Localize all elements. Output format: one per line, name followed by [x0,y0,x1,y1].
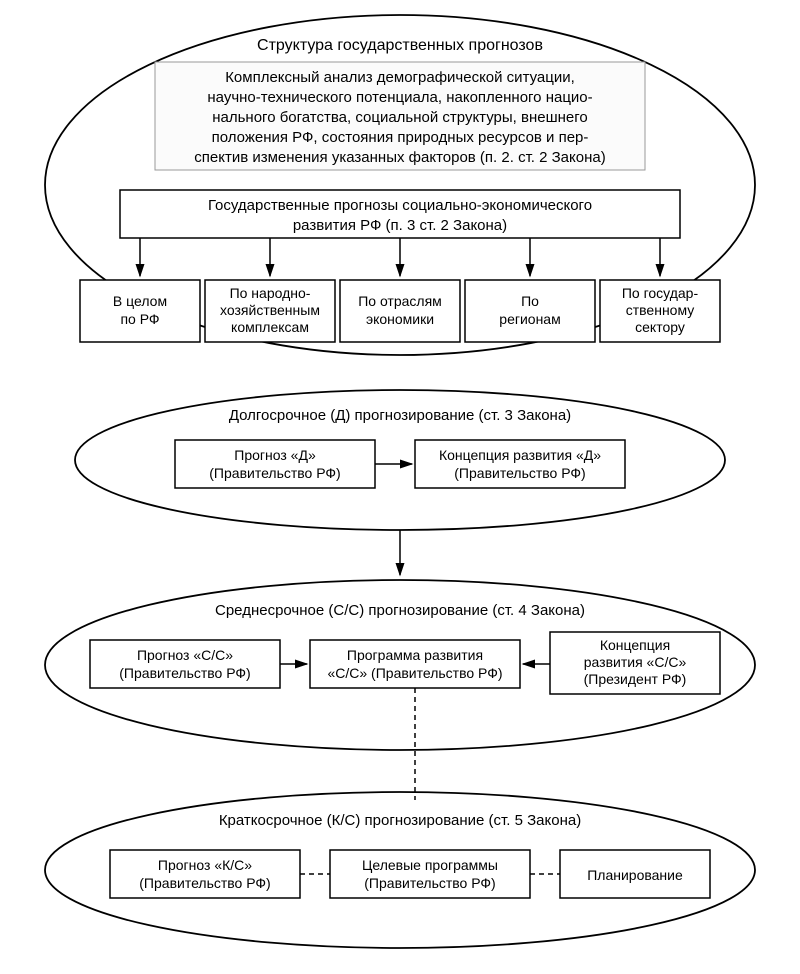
cat5-l3: сектору [635,319,685,335]
lt-right-l2: (Правительство РФ) [454,465,585,481]
lt-left-l1: Прогноз «Д» [234,447,316,463]
analysis-l1: Комплексный анализ демографической ситуа… [225,69,575,86]
cat3-l2: экономики [366,311,434,327]
title-longterm: Долгосрочное (Д) прогнозирование (ст. 3 … [229,407,571,424]
cat4-l2: регионам [499,311,560,327]
cat3-l1: По отраслям [358,293,442,309]
title-shortterm: Краткосрочное (К/С) прогнозирование (ст.… [219,812,581,829]
analysis-l4: положения РФ, состояния природных ресурс… [212,129,589,146]
mt-right-l1: Концепция [600,637,670,653]
gov-l2: развития РФ (п. 3 ст. 2 Закона) [293,217,507,234]
st-left-l2: (Правительство РФ) [139,875,270,891]
mt-left-l2: (Правительство РФ) [119,665,250,681]
analysis-l3: нального богатства, социальной структуры… [212,109,588,126]
st-left-l1: Прогноз «К/С» [158,857,252,873]
diagram-svg: Структура государственных прогнозов Комп… [0,0,800,974]
mt-right-l3: (Президент РФ) [584,671,687,687]
analysis-l5: спектив изменения указанных факторов (п.… [194,149,605,166]
cat5-l2: ственному [626,302,695,318]
st-right-l1: Планирование [587,867,683,883]
title-structure: Структура государственных прогнозов [257,37,543,54]
cat5-l1: По государ- [622,285,699,301]
mt-mid-l1: Программа развития [347,647,483,663]
gov-l1: Государственные прогнозы социально-эконо… [208,197,592,214]
lt-right-l1: Концепция развития «Д» [439,447,601,463]
cat2-l2: хозяйственным [220,302,320,318]
mt-mid-l2: «С/С» (Правительство РФ) [327,665,502,681]
cat1-l2: по РФ [120,311,159,327]
cat2-l1: По народно- [230,285,311,301]
cat1-l1: В целом [113,293,167,309]
analysis-l2: научно-технического потенциала, накоплен… [207,89,592,106]
lt-left-l2: (Правительство РФ) [209,465,340,481]
st-mid-l2: (Правительство РФ) [364,875,495,891]
mt-left-l1: Прогноз «С/С» [137,647,233,663]
cat4-l1: По [521,293,539,309]
mt-right-l2: развития «С/С» [584,654,687,670]
cat2-l3: комплексам [231,319,309,335]
title-midterm: Среднесрочное (С/С) прогнозирование (ст.… [215,602,585,619]
st-mid-l1: Целевые программы [362,857,498,873]
